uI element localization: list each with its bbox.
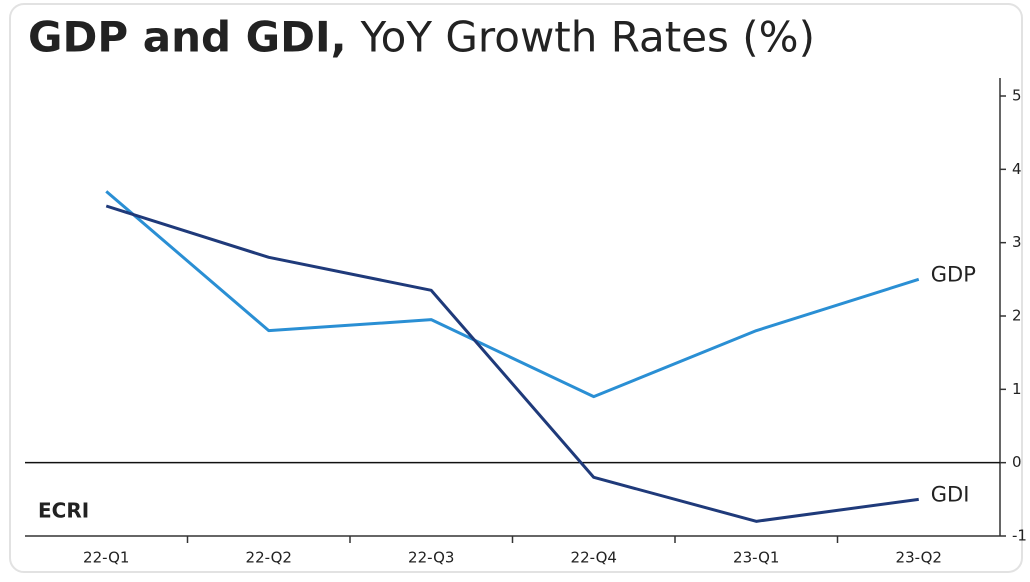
chart-subtitle: YoY Growth Rates (%) — [360, 13, 815, 62]
logo: ECRI — [38, 499, 89, 523]
x-tick-label: 22-Q2 — [246, 549, 292, 567]
series-line — [105, 190, 920, 399]
series-label: GDI — [931, 482, 970, 506]
chart-title: GDP and GDI, — [28, 13, 347, 62]
x-tick-label: 23-Q1 — [733, 549, 779, 567]
y-tick-label: 0 — [1012, 453, 1022, 471]
frame — [9, 3, 1023, 573]
y-tick-label: 2 — [1012, 307, 1022, 325]
series-label: GDP — [931, 262, 976, 286]
series-line — [105, 204, 919, 523]
y-tick-label: 1 — [1012, 380, 1022, 398]
y-tick-label: 3 — [1012, 233, 1022, 251]
x-tick-label: 22-Q1 — [83, 549, 129, 567]
x-tick-label: 22-Q3 — [408, 549, 454, 567]
x-tick-label: 23-Q2 — [896, 549, 942, 567]
y-tick-label: -1 — [1012, 527, 1027, 545]
y-tick-label: 4 — [1012, 160, 1022, 178]
x-tick-label: 22-Q4 — [571, 549, 617, 567]
y-tick-label: 5 — [1012, 87, 1022, 105]
